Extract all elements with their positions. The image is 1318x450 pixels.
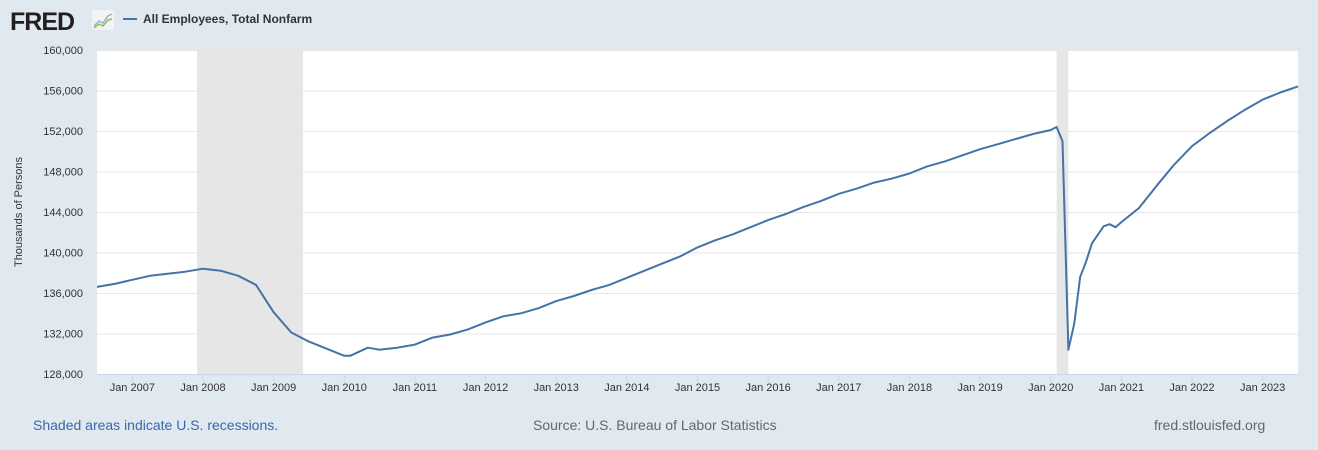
x-tick-label: Jan 2017	[816, 382, 861, 394]
x-tick-label: Jan 2008	[180, 382, 225, 394]
legend-swatch	[123, 18, 137, 20]
legend-label: All Employees, Total Nonfarm	[143, 12, 313, 26]
y-tick-label: 152,000	[43, 126, 83, 138]
x-tick-label: Jan 2016	[746, 382, 791, 394]
y-tick-label: 128,000	[43, 369, 83, 381]
x-tick-label: Jan 2010	[322, 382, 367, 394]
gridlines	[97, 50, 1298, 335]
y-tick-label: 160,000	[43, 45, 83, 57]
x-tick-label: Jan 2019	[957, 382, 1002, 394]
y-tick-label: 156,000	[43, 86, 83, 98]
x-tick-label: Jan 2021	[1099, 382, 1144, 394]
x-tick-label: Jan 2012	[463, 382, 508, 394]
x-tick-label: Jan 2018	[887, 382, 932, 394]
x-tick-label: Jan 2011	[393, 382, 437, 394]
fred-logo[interactable]: FRED	[10, 8, 75, 36]
chart: 128,000 132,000 136,000 140,000 144,000 148,0…	[13, 45, 1299, 394]
source-text: Source: U.S. Bureau of Labor Statistics	[533, 417, 777, 433]
y-tick-label: 132,000	[43, 329, 83, 341]
site-link[interactable]: fred.stlouisfed.org	[1154, 417, 1266, 433]
y-tick-label: 136,000	[43, 288, 83, 300]
x-tick-label: Jan 2007	[110, 382, 155, 394]
recession-note-link[interactable]: Shaded areas indicate U.S. recessions.	[33, 417, 279, 433]
x-tick-label: Jan 2023	[1240, 382, 1285, 394]
fred-chart-logo-icon	[92, 10, 114, 30]
x-axis-ticks: Jan 2007 Jan 2008 Jan 2009 Jan 2010 Jan 2011…	[110, 374, 1285, 394]
x-tick-label: Jan 2014	[604, 382, 649, 394]
x-tick-label: Jan 2013	[534, 382, 579, 394]
series-line-total-nonfarm[interactable]	[96, 85, 1299, 357]
y-axis-label: Thousands of Persons	[13, 156, 25, 267]
x-tick-label: Jan 2020	[1028, 382, 1073, 394]
x-tick-label: Jan 2022	[1169, 382, 1214, 394]
y-tick-label: 148,000	[43, 167, 83, 179]
x-tick-label: Jan 2015	[675, 382, 720, 394]
y-axis-ticks: 128,000 132,000 136,000 140,000 144,000 148,0…	[43, 45, 83, 381]
y-tick-label: 144,000	[43, 207, 83, 219]
legend: All Employees, Total Nonfarm	[123, 12, 312, 26]
y-tick-label: 140,000	[43, 248, 83, 260]
x-tick-label: Jan 2009	[251, 382, 296, 394]
